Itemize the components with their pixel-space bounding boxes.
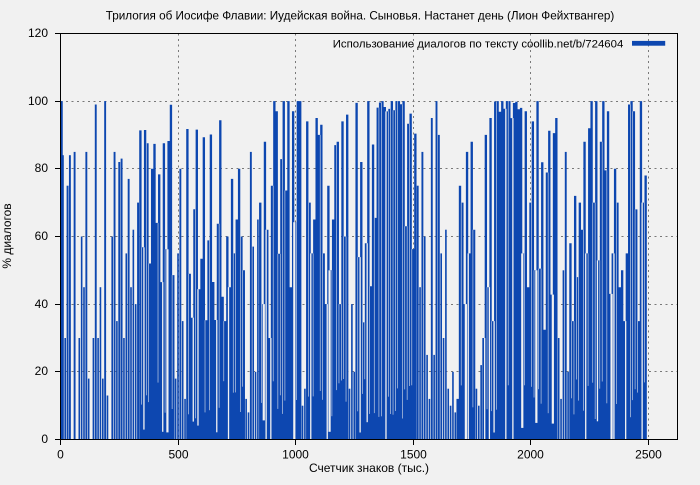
svg-text:% диалогов: % диалогов [0,203,14,268]
svg-text:80: 80 [35,161,49,175]
svg-text:Использование диалогов по текс: Использование диалогов по тексту coollib… [333,38,624,50]
svg-text:1000: 1000 [282,448,309,462]
svg-text:20: 20 [35,364,49,378]
svg-text:2500: 2500 [635,448,662,462]
svg-text:2000: 2000 [517,448,544,462]
svg-text:Трилогия об Иосифе Флавии: Иуд: Трилогия об Иосифе Флавии: Иудейская вой… [106,10,615,23]
svg-text:120: 120 [28,26,48,40]
svg-text:500: 500 [168,448,188,462]
svg-text:0: 0 [41,432,48,446]
svg-text:40: 40 [35,297,49,311]
svg-text:0: 0 [57,448,64,462]
svg-text:Счетчик знаков (тыс.): Счетчик знаков (тыс.) [309,461,429,475]
svg-text:1500: 1500 [400,448,427,462]
svg-text:100: 100 [28,94,48,108]
svg-text:60: 60 [35,229,49,243]
